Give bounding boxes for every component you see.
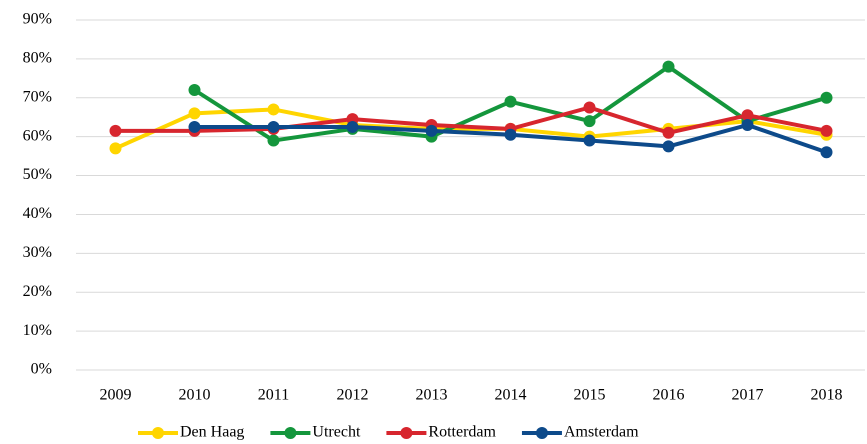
data-point [267, 103, 280, 116]
y-tick-label: 70% [23, 88, 52, 105]
legend-marker [152, 427, 164, 439]
legend-label: Amsterdam [564, 424, 639, 441]
y-tick-label: 20% [23, 283, 52, 300]
data-point [188, 84, 201, 96]
data-point [267, 120, 280, 133]
data-point [188, 107, 201, 120]
x-tick-label: 2010 [179, 387, 211, 404]
data-point [346, 120, 359, 133]
data-point [662, 140, 675, 153]
series-line [115, 105, 827, 135]
data-point [583, 134, 596, 147]
data-point [188, 120, 201, 133]
y-tick-label: 90% [23, 11, 52, 28]
x-tick-label: 2013 [416, 387, 448, 404]
x-tick-label: 2017 [732, 387, 764, 404]
legend-label: Rotterdam [428, 424, 496, 441]
data-point [820, 91, 833, 104]
data-point [820, 146, 833, 159]
data-point [267, 134, 280, 147]
data-point [425, 124, 438, 137]
data-point [109, 142, 122, 155]
data-point [109, 124, 122, 137]
y-tick-label: 0% [31, 361, 52, 378]
y-tick-label: 10% [23, 322, 52, 339]
x-tick-label: 2012 [337, 387, 369, 404]
y-tick-label: 50% [23, 166, 52, 183]
data-point [504, 95, 517, 108]
data-point [741, 109, 754, 122]
data-point [741, 119, 754, 131]
x-tick-label: 2014 [495, 387, 527, 404]
legend-marker [284, 427, 297, 439]
y-tick-label: 60% [23, 127, 52, 144]
data-point [583, 115, 596, 128]
legend-label: Utrecht [312, 424, 361, 441]
x-tick-label: 2016 [653, 387, 685, 404]
y-tick-label: 80% [23, 50, 52, 67]
x-tick-label: 2018 [811, 387, 843, 404]
data-point [820, 124, 833, 137]
data-point [504, 128, 517, 141]
data-point [662, 60, 675, 73]
x-tick-label: 2009 [100, 387, 132, 404]
data-point [583, 101, 596, 114]
legend-marker [400, 427, 413, 439]
legend-label: Den Haag [180, 424, 244, 441]
x-tick-label: 2011 [258, 387, 289, 404]
legend-marker [535, 427, 548, 439]
y-tick-label: 40% [23, 205, 52, 222]
data-point [662, 126, 675, 139]
y-tick-label: 30% [23, 244, 52, 261]
x-tick-label: 2015 [574, 387, 606, 404]
